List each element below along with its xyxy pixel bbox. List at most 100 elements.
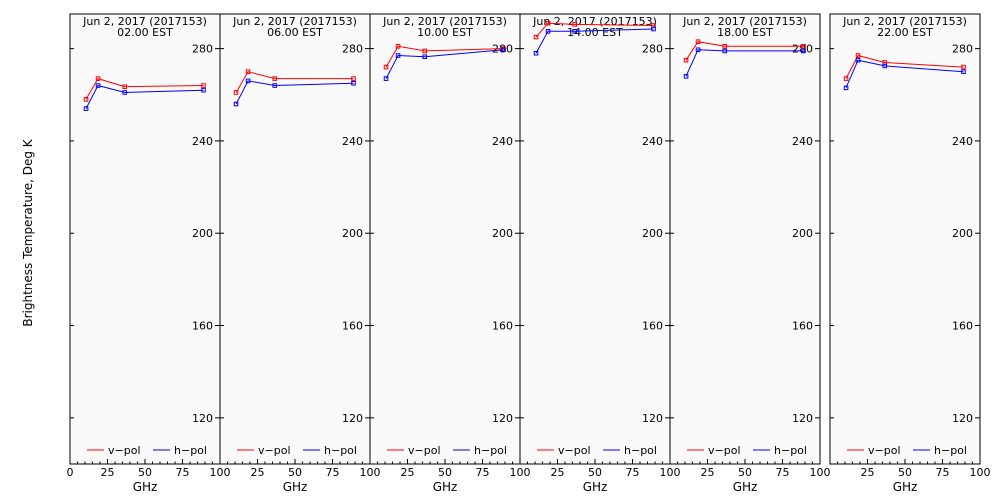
data-point-h-pol xyxy=(722,48,728,54)
y-tick-label: 240 xyxy=(192,135,213,148)
data-point-h-pol xyxy=(122,90,128,95)
x-tick-label: 75 xyxy=(936,466,950,479)
series-line-v-pol xyxy=(235,71,354,93)
x-tick-label: 50 xyxy=(898,466,912,479)
y-tick-label: 160 xyxy=(342,320,363,333)
panel-2: 120 160 200 240 280 25 50 75 100 GHz Jun 2, 2017 (… xyxy=(219,13,381,494)
panel-frame xyxy=(829,13,981,465)
data-point-v-pol xyxy=(122,84,128,89)
x-tick-label: 50 xyxy=(288,466,302,479)
x-axis-label: GHz xyxy=(283,480,308,494)
legend-label-h-pol: h−pol xyxy=(174,444,207,457)
x-tick-label: 100 xyxy=(660,466,681,479)
y-tick-label: 160 xyxy=(192,320,213,333)
data-point-h-pol xyxy=(651,26,656,32)
panel-frame xyxy=(669,13,821,465)
series-line-h-pol xyxy=(85,84,204,109)
panel-frame xyxy=(519,13,671,465)
data-point-v-pol xyxy=(395,44,401,49)
x-tick-label: 75 xyxy=(326,466,340,479)
x-tick-label: 50 xyxy=(738,466,752,479)
legend-label-v-pol: v−pol xyxy=(258,444,291,457)
data-point-h-pol xyxy=(233,101,239,107)
data-point-h-pol xyxy=(882,63,888,69)
series-line-v-pol xyxy=(535,22,654,38)
panel-title: Jun 2, 2017 (2017153) xyxy=(82,15,207,28)
legend-label-h-pol: h−pol xyxy=(324,444,357,457)
data-point-v-pol xyxy=(683,57,689,63)
y-tick-label: 200 xyxy=(492,227,513,240)
y-tick-label: 240 xyxy=(952,135,973,148)
data-point-h-pol xyxy=(201,87,206,93)
x-axis-label: GHz xyxy=(433,480,458,494)
data-point-v-pol xyxy=(545,20,551,26)
data-point-v-pol xyxy=(201,83,206,88)
y-axis-label: Brightness Temperature, Deg K xyxy=(21,138,35,326)
y-tick-label: 120 xyxy=(792,412,813,425)
series-line-v-pol xyxy=(685,41,804,61)
series-line-v-pol xyxy=(85,78,204,100)
panel-frame xyxy=(219,13,371,465)
data-point-v-pol xyxy=(961,64,966,70)
y-tick-label: 200 xyxy=(192,227,213,240)
panel-subtitle: 06.00 EST xyxy=(267,26,323,39)
legend-label-v-pol: v−pol xyxy=(408,444,441,457)
data-point-h-pol xyxy=(383,76,389,81)
y-tick-label: 240 xyxy=(642,135,663,148)
y-tick-label: 200 xyxy=(642,227,663,240)
data-point-v-pol xyxy=(695,39,701,44)
x-tick-label: 100 xyxy=(360,466,381,479)
x-axis-label: GHz xyxy=(583,480,608,494)
y-tick-label: 120 xyxy=(342,412,363,425)
y-tick-label: 160 xyxy=(952,320,973,333)
y-tick-label: 120 xyxy=(642,412,663,425)
x-tick-label: 0 xyxy=(67,466,74,479)
x-tick-label: 75 xyxy=(176,466,190,479)
x-tick-label: 100 xyxy=(510,466,531,479)
legend-label-v-pol: v−pol xyxy=(708,444,741,457)
data-point-h-pol xyxy=(83,106,89,111)
x-tick-label: 50 xyxy=(138,466,152,479)
data-point-h-pol xyxy=(843,85,849,91)
x-tick-label: 25 xyxy=(861,466,875,479)
panel-title: Jun 2, 2017 (2017153) xyxy=(682,15,807,28)
legend-label-v-pol: v−pol xyxy=(108,444,141,457)
panel-title: Jun 2, 2017 (2017153) xyxy=(842,15,967,28)
x-tick-label: 25 xyxy=(251,466,265,479)
y-tick-label: 160 xyxy=(792,320,813,333)
y-tick-label: 200 xyxy=(952,227,973,240)
data-point-h-pol xyxy=(695,47,701,53)
panel-subtitle: 22.00 EST xyxy=(877,26,933,39)
data-point-v-pol xyxy=(95,76,101,81)
data-point-v-pol xyxy=(245,69,251,74)
x-tick-label: 75 xyxy=(626,466,640,479)
data-point-v-pol xyxy=(843,76,849,81)
data-point-h-pol xyxy=(533,50,539,56)
x-tick-label: 50 xyxy=(438,466,452,479)
y-tick-label: 200 xyxy=(792,227,813,240)
y-tick-label: 280 xyxy=(642,43,663,56)
panel-subtitle: 02.00 EST xyxy=(117,26,173,39)
x-tick-label: 75 xyxy=(776,466,790,479)
x-tick-label: 25 xyxy=(701,466,715,479)
data-point-h-pol xyxy=(683,74,689,79)
legend-label-h-pol: h−pol xyxy=(774,444,807,457)
data-point-v-pol xyxy=(422,48,428,54)
data-point-h-pol xyxy=(961,69,966,74)
series-line-h-pol xyxy=(535,28,654,54)
data-point-h-pol xyxy=(351,80,356,86)
data-point-v-pol xyxy=(572,22,578,27)
y-tick-label: 120 xyxy=(952,412,973,425)
x-axis-label: GHz xyxy=(733,480,758,494)
data-point-h-pol xyxy=(801,48,806,54)
panel-subtitle: 14.00 EST xyxy=(567,26,623,39)
legend-label-h-pol: h−pol xyxy=(934,444,967,457)
y-tick-label: 280 xyxy=(952,43,973,56)
y-tick-label: 240 xyxy=(792,135,813,148)
panel-frame xyxy=(369,13,521,465)
y-tick-label: 280 xyxy=(192,43,213,56)
panel-title: Jun 2, 2017 (2017153) xyxy=(232,15,357,28)
